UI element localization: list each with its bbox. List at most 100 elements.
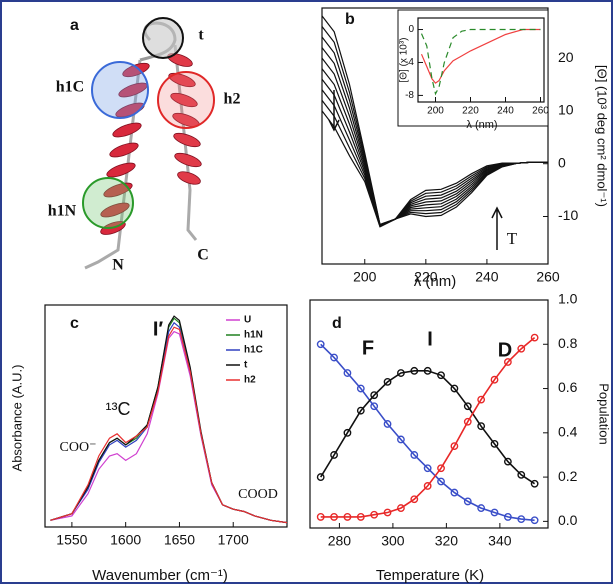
arrow — [491, 206, 503, 250]
x-tick-label: 220 — [414, 269, 438, 285]
protein-structure — [82, 17, 215, 270]
data-point — [423, 366, 432, 375]
data-line — [50, 326, 288, 524]
data-point — [463, 402, 472, 411]
x-axis-label: Wavenumber (cm⁻¹) — [92, 567, 228, 584]
data-point — [330, 451, 338, 459]
y-axis-label: Absorbance (A.U.) — [9, 365, 24, 472]
legend-label: h1N — [244, 330, 263, 341]
data-point — [463, 497, 472, 506]
x-tick-label: 220 — [462, 106, 479, 117]
x-tick-label: 1650 — [164, 532, 195, 548]
y-tick-label: 0.4 — [558, 424, 578, 440]
data-point — [530, 516, 539, 525]
x-tick-label: 260 — [536, 269, 560, 285]
data-point — [383, 508, 392, 517]
x-tick-label: 260 — [532, 106, 549, 117]
data-point — [370, 391, 379, 400]
data-point — [397, 369, 405, 377]
data-point — [437, 477, 445, 486]
x-tick-label: 1700 — [218, 532, 249, 548]
site-h2 — [157, 71, 215, 129]
structure-label: h1N — [48, 203, 77, 220]
annotation: T — [507, 229, 518, 248]
data-point — [503, 513, 512, 521]
data-point — [316, 473, 325, 481]
data-point — [343, 369, 352, 377]
data-point — [517, 470, 526, 479]
site-h1n — [82, 177, 134, 229]
panel-letter: a — [70, 17, 79, 34]
y-tick-label: -8 — [405, 90, 414, 101]
y-axis-label: [Θ] (10³ deg cm² dmol⁻¹) — [595, 65, 610, 207]
legend-label: h1C — [244, 345, 263, 356]
series-label: D — [498, 339, 512, 361]
y-tick-label: 0 — [558, 154, 566, 170]
data-line — [320, 336, 536, 518]
y-tick-label: -4 — [405, 57, 414, 68]
plot-frame — [321, 7, 549, 265]
data-point — [490, 439, 499, 448]
structure-label: C — [197, 247, 209, 264]
site-h1c — [91, 61, 149, 119]
data-point — [503, 457, 512, 466]
panel-letter: b — [345, 11, 355, 28]
structure-label: t — [198, 27, 204, 44]
site-t — [142, 17, 184, 59]
legend-label: U — [244, 315, 251, 326]
y-tick-label: 0.2 — [558, 468, 578, 484]
x-tick-label: 280 — [328, 533, 352, 549]
annotation: COOD — [238, 487, 278, 502]
data-point — [423, 482, 432, 490]
loop — [84, 59, 142, 270]
x-tick-label: 1600 — [110, 532, 141, 548]
plot-frame — [417, 17, 545, 103]
data-point — [517, 515, 526, 524]
structure-label: N — [112, 257, 124, 274]
data-point — [517, 344, 526, 353]
data-line — [420, 28, 541, 84]
data-point — [437, 371, 445, 380]
y-tick-label: 0.0 — [558, 512, 578, 528]
data-point — [477, 395, 486, 404]
data-point — [356, 384, 365, 393]
y-tick-label: -10 — [558, 207, 578, 223]
data-point — [450, 488, 459, 497]
panel-letter: c — [70, 315, 79, 332]
data-line — [321, 110, 548, 228]
annotation: COO⁻ — [60, 440, 97, 455]
plot-frame — [309, 299, 549, 529]
plot-frame — [44, 304, 288, 528]
data-point — [370, 510, 379, 519]
series-label: I — [427, 328, 433, 350]
data-point — [356, 513, 365, 521]
data-point — [330, 353, 338, 362]
legend-label: t — [244, 360, 248, 371]
data-point — [330, 513, 338, 521]
data-point — [410, 451, 419, 459]
data-point — [530, 479, 539, 488]
x-axis-label: λ (nm) — [414, 273, 457, 290]
data-line — [320, 370, 536, 485]
data-point — [423, 464, 432, 473]
data-point — [463, 417, 472, 426]
structure-label: h1C — [56, 79, 84, 96]
y-tick-label: 0.8 — [558, 335, 578, 351]
series-label: F — [362, 337, 374, 359]
x-tick-label: 300 — [381, 533, 405, 549]
data-point — [477, 504, 486, 512]
data-point — [410, 366, 419, 375]
y-tick-label: 0 — [408, 24, 414, 35]
data-point — [356, 406, 365, 415]
data-line — [420, 28, 541, 96]
y-tick-label: 1.0 — [558, 291, 578, 307]
panel-letter: d — [332, 315, 342, 332]
x-tick-label: 320 — [435, 533, 459, 549]
data-point — [410, 495, 419, 504]
data-point — [503, 358, 512, 366]
data-point — [477, 422, 486, 431]
data-point — [437, 464, 445, 473]
y-axis-label: [Θ] (x 10³) — [399, 37, 410, 82]
